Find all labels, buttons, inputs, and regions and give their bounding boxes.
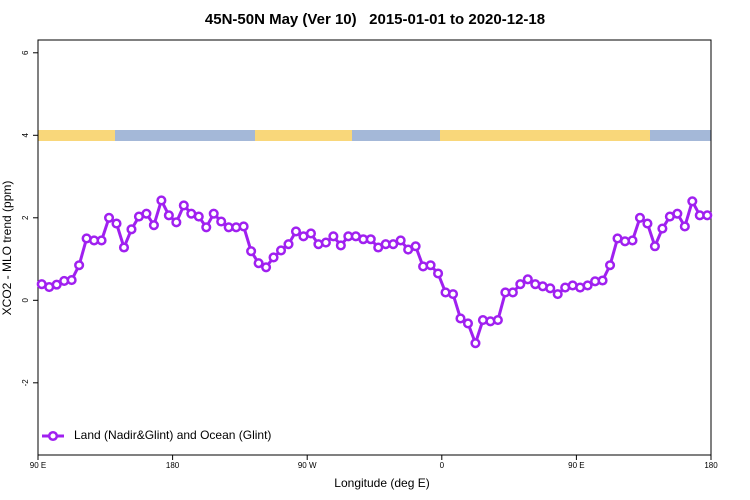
point — [447, 289, 459, 300]
point — [305, 228, 316, 239]
point — [171, 217, 182, 228]
point — [649, 241, 660, 252]
point — [290, 226, 302, 237]
y-axis-label: XCO2 - MLO trend (ppm) — [0, 181, 14, 316]
point — [642, 218, 653, 229]
y-tick-label: 4 — [21, 133, 30, 138]
x-axis-label: Longitude (deg E) — [334, 476, 429, 490]
plot-frame — [37, 39, 712, 456]
point — [365, 234, 376, 245]
point — [96, 235, 107, 246]
point — [193, 211, 204, 222]
point — [51, 279, 62, 290]
land — [38, 130, 115, 141]
point — [208, 208, 219, 219]
point — [328, 231, 339, 242]
point — [268, 252, 279, 263]
point — [246, 246, 257, 257]
point — [335, 240, 346, 251]
point — [126, 224, 137, 235]
x-tick-label: 180 — [166, 461, 180, 470]
x-tick-label: 180 — [704, 461, 718, 470]
point — [320, 237, 331, 248]
x-tick-label: 90 E — [568, 461, 584, 470]
point — [515, 279, 526, 290]
x-tick-label: 0 — [440, 461, 445, 470]
point — [216, 216, 227, 227]
y-tick-label: 2 — [21, 215, 30, 220]
ocean — [352, 130, 440, 141]
series-line — [41, 198, 708, 345]
point — [634, 212, 646, 223]
land — [255, 130, 352, 141]
legend-marker — [47, 430, 59, 442]
point — [118, 242, 130, 253]
legend-label: Land (Nadir&Glint) and Ocean (Glint) — [74, 428, 271, 442]
point — [163, 210, 174, 221]
point — [388, 239, 399, 250]
point — [410, 241, 421, 252]
point — [261, 262, 272, 273]
point — [470, 338, 481, 349]
ocean — [115, 130, 255, 141]
y-tick-label: 6 — [21, 50, 30, 55]
point — [201, 222, 212, 233]
y-tick-label: -2 — [21, 379, 30, 387]
point — [395, 235, 406, 246]
point — [275, 245, 287, 256]
point — [111, 218, 122, 229]
point — [66, 275, 77, 286]
point — [687, 196, 698, 207]
point — [141, 208, 152, 219]
x-tick-label: 90 E — [30, 461, 46, 470]
point — [425, 260, 436, 271]
point — [672, 208, 683, 219]
point — [679, 221, 690, 232]
point — [507, 287, 518, 298]
point — [657, 223, 668, 234]
ocean — [650, 130, 711, 141]
point — [178, 200, 189, 211]
point — [455, 313, 466, 324]
point — [148, 220, 159, 231]
point — [238, 221, 249, 232]
point — [545, 283, 556, 294]
chart-title: 45N-50N May (Ver 10) 2015-01-01 to 2020-… — [205, 11, 545, 28]
point — [283, 239, 294, 250]
x-tick-label: 90 W — [298, 461, 317, 470]
point — [433, 268, 444, 279]
y-tick-label: 0 — [21, 298, 30, 303]
point — [103, 212, 115, 223]
point — [522, 274, 533, 285]
point — [492, 315, 503, 326]
point — [605, 260, 616, 271]
point — [462, 318, 474, 329]
point — [552, 289, 563, 300]
point — [702, 210, 713, 221]
point — [156, 195, 167, 206]
land — [440, 130, 650, 141]
land-ocean-band — [38, 130, 711, 141]
point — [597, 275, 608, 286]
point — [74, 260, 85, 271]
point — [582, 280, 593, 291]
point — [253, 258, 264, 269]
point — [627, 235, 638, 246]
